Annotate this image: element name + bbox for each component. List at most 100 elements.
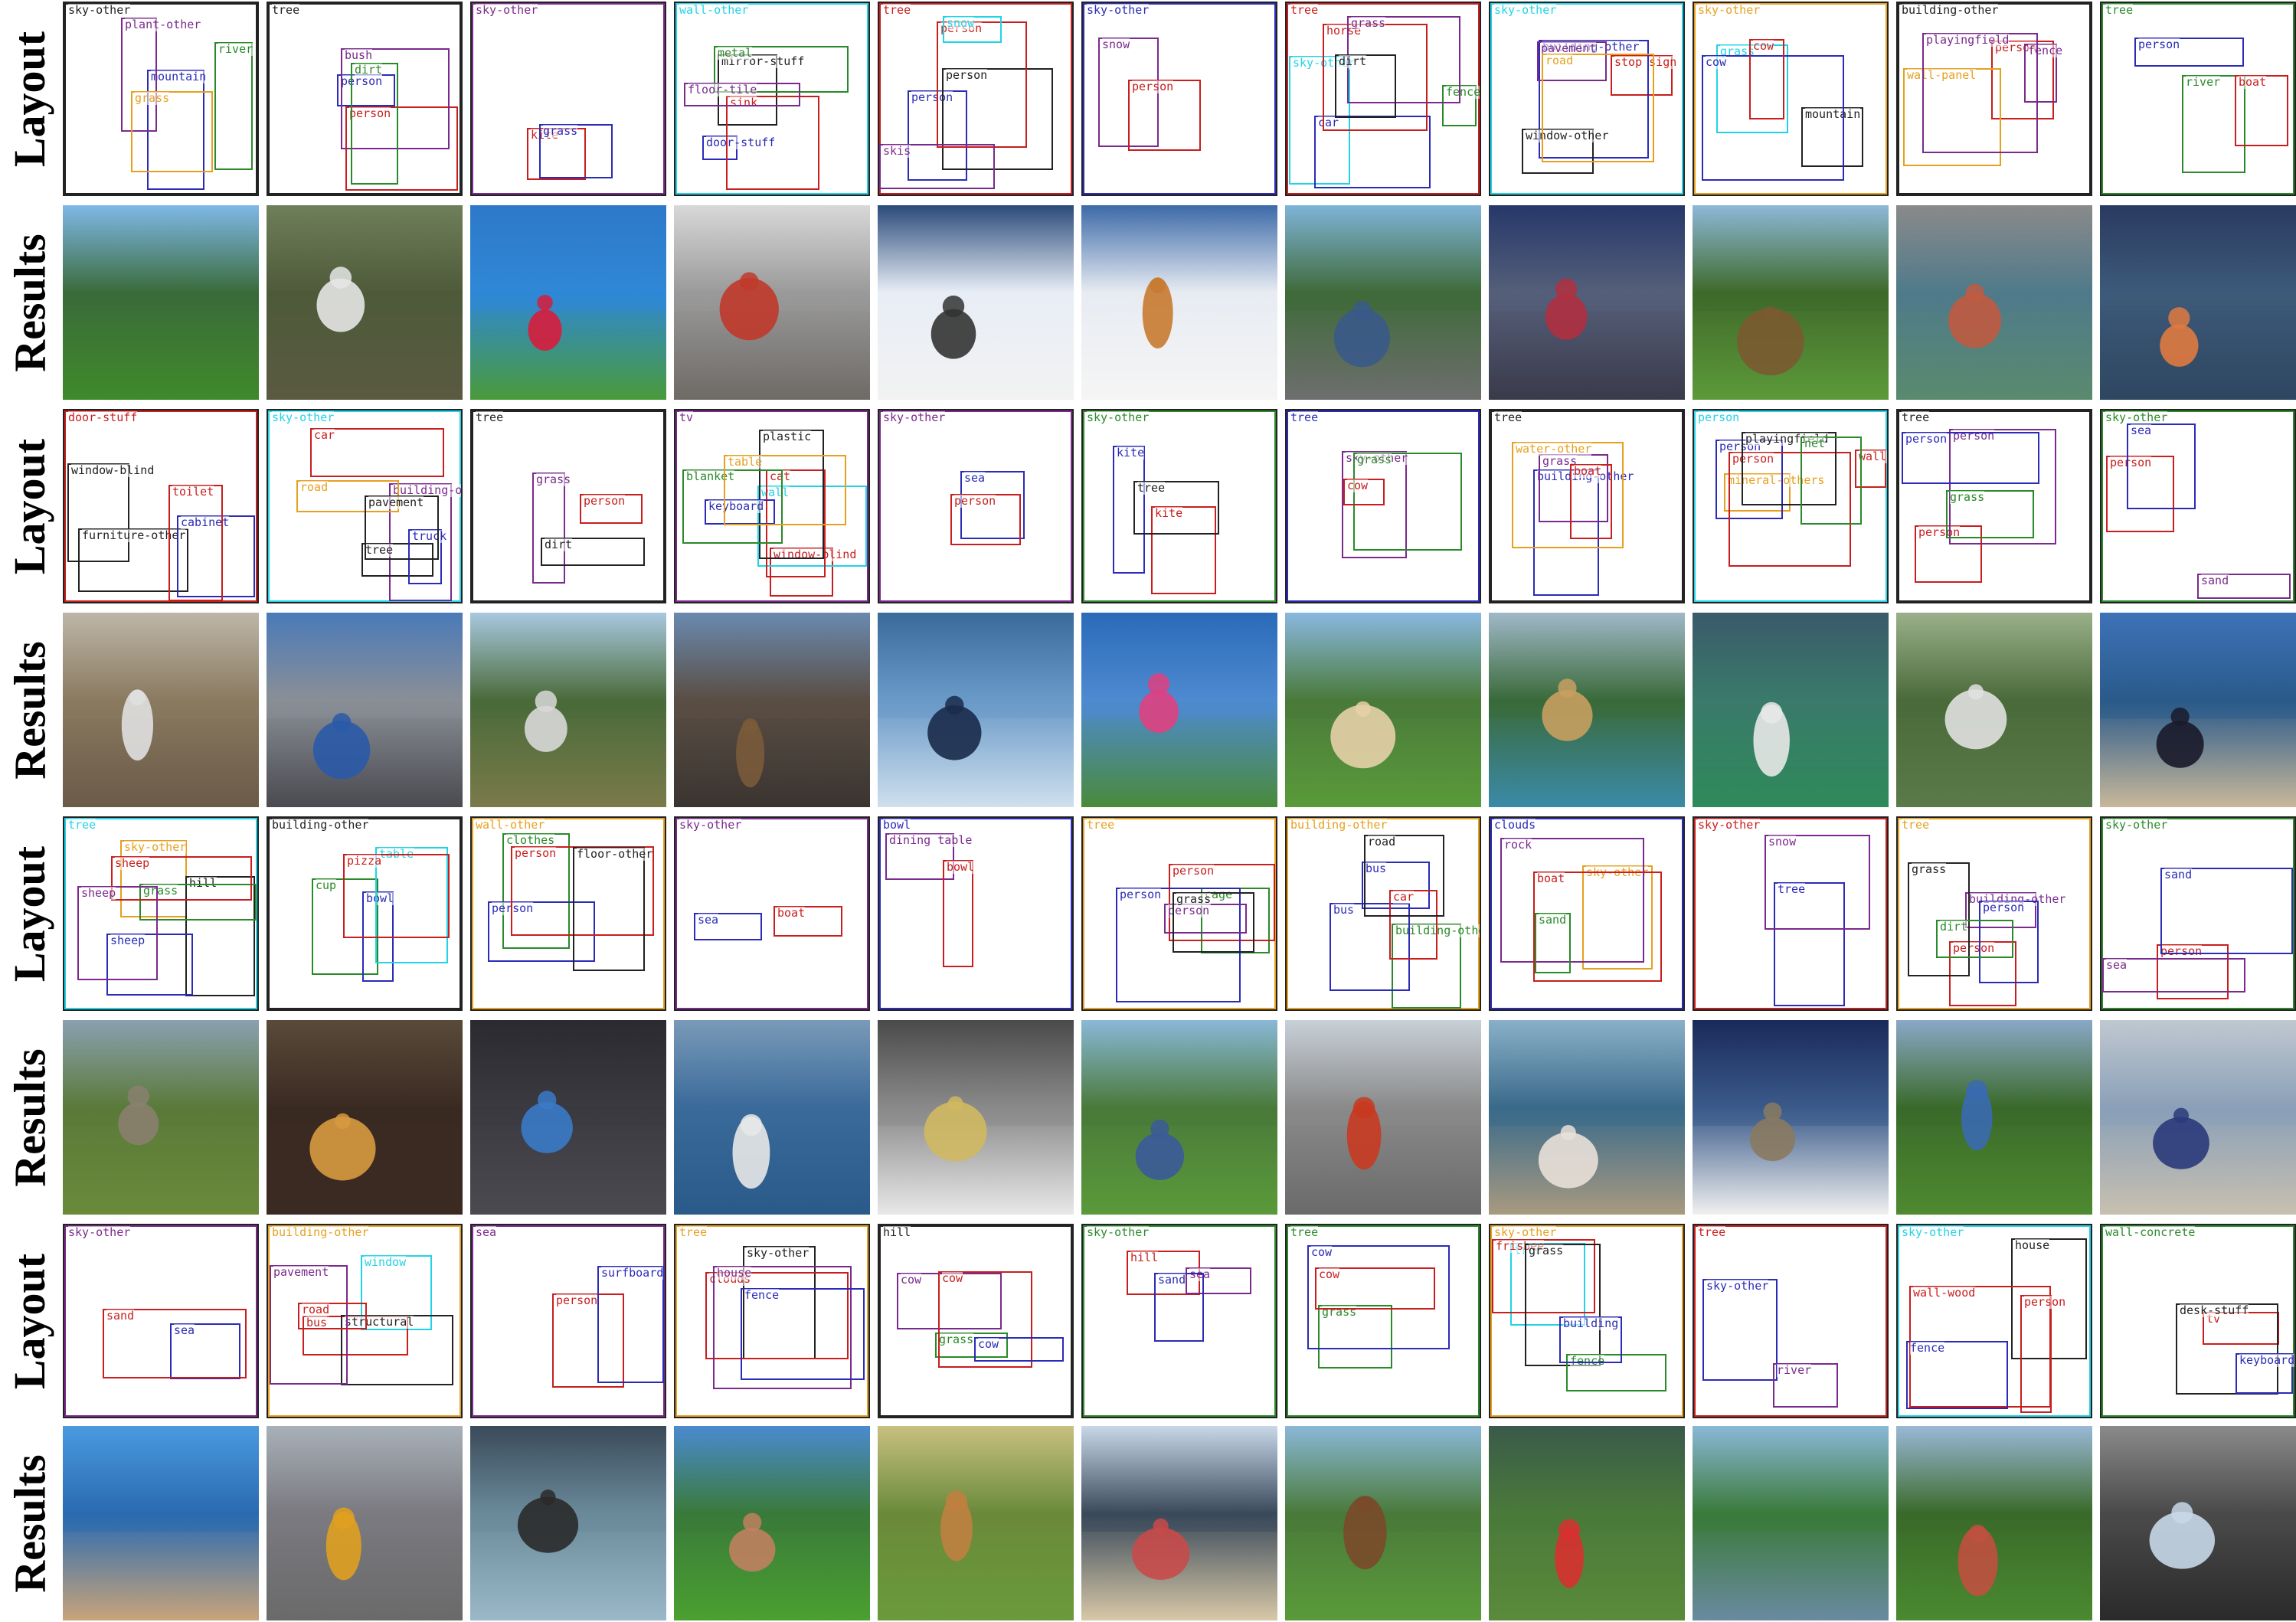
bbox-sky-other: sky-other bbox=[1694, 818, 1887, 1009]
bbox-sea: sea bbox=[2102, 958, 2245, 992]
photo-subject-detail bbox=[1762, 306, 1779, 322]
result-image bbox=[2100, 1020, 2296, 1215]
photo-background bbox=[1285, 613, 1481, 807]
bbox-river: river bbox=[214, 42, 253, 170]
bbox-furniture-other: furniture-other bbox=[78, 528, 188, 592]
layout-cell: tree grass cow cow bbox=[1285, 1224, 1481, 1418]
bbox-grass: grass bbox=[1353, 453, 1462, 551]
bbox-tree: tree bbox=[472, 410, 665, 602]
photo-background bbox=[63, 1426, 259, 1620]
bbox-label: person bbox=[349, 106, 391, 120]
bbox-road: road bbox=[1364, 835, 1444, 917]
bbox-person: person bbox=[1116, 888, 1241, 1002]
bbox-label: wall-other bbox=[1859, 450, 1887, 463]
bbox-tree: tree bbox=[879, 3, 1072, 195]
photo-subject bbox=[325, 1511, 361, 1581]
layout-cell: sky-other kite kite tree bbox=[1081, 409, 1277, 603]
bbox-person: person bbox=[488, 901, 595, 962]
bbox-label: bus bbox=[306, 1316, 328, 1329]
photo-horizon bbox=[1693, 291, 1889, 311]
bbox-cow: cow bbox=[1702, 55, 1844, 181]
generated-photo bbox=[1693, 205, 1889, 400]
photo-subject-detail bbox=[2171, 1502, 2193, 1524]
photo-background bbox=[1896, 1020, 2092, 1215]
photo-subject-detail bbox=[1356, 1496, 1375, 1515]
bbox-car: car bbox=[1389, 890, 1437, 960]
bbox-label: grass bbox=[939, 1333, 974, 1346]
bbox-sky-other: sky-other bbox=[1694, 3, 1887, 195]
photo-subject-detail bbox=[129, 689, 146, 706]
layout-cell: tree building-other person grass person dirt bbox=[1896, 816, 2092, 1011]
row-label-results: Results bbox=[0, 205, 60, 400]
photo-background bbox=[267, 613, 463, 807]
bbox-person: person bbox=[2134, 38, 2244, 67]
bbox-label: hill bbox=[1130, 1251, 1159, 1264]
bbox-label: tree bbox=[1494, 410, 1522, 424]
bbox-building: building bbox=[1559, 1316, 1622, 1363]
layout-cell: building-other cup bowl table pizza bbox=[267, 816, 463, 1011]
bbox-label: bush bbox=[345, 48, 373, 62]
bbox-sea: sea bbox=[472, 1225, 665, 1417]
bbox-label: sand bbox=[2164, 868, 2193, 881]
bbox-label: kite bbox=[1155, 506, 1183, 520]
result-image bbox=[2100, 205, 2296, 400]
photo-horizon bbox=[1489, 291, 1685, 311]
photo-horizon bbox=[878, 698, 1074, 718]
generated-photo bbox=[1489, 1020, 1685, 1215]
bbox-label: mineral-others bbox=[1728, 473, 1825, 487]
bbox-label: tree bbox=[476, 410, 504, 424]
bbox-sky-other: sky-other bbox=[472, 3, 665, 195]
bbox-sky-other: sky-other bbox=[1490, 3, 1683, 195]
bbox-tree: tree bbox=[1133, 481, 1219, 535]
bbox-label: bowl bbox=[947, 860, 975, 874]
bbox-label: cow bbox=[901, 1273, 922, 1287]
bbox-label: pavement bbox=[273, 1265, 329, 1279]
bbox-label: sea bbox=[2106, 958, 2128, 972]
photo-subject bbox=[736, 720, 765, 788]
bbox-tree: tree bbox=[2101, 3, 2294, 195]
bbox-pavement: pavement bbox=[365, 495, 439, 560]
photo-subject bbox=[524, 705, 567, 752]
bbox-label: net bbox=[1804, 437, 1826, 450]
layout-cell: sky-other hill sea sand bbox=[1081, 1224, 1277, 1418]
bbox-clouds: clouds bbox=[1490, 818, 1683, 1009]
photo-horizon bbox=[1896, 1106, 2092, 1126]
bbox-label: water-other bbox=[1516, 442, 1592, 456]
layout-cell: tree person grass dirt bbox=[470, 409, 666, 603]
bbox-door-stuff: door-stuff bbox=[64, 410, 257, 602]
row-label-results: Results bbox=[0, 1020, 60, 1215]
bbox-label: sheep bbox=[115, 856, 150, 870]
photo-background bbox=[1489, 205, 1685, 400]
photo-subject bbox=[732, 1116, 770, 1189]
bbox-car: car bbox=[310, 428, 444, 477]
bbox-tree: tree bbox=[1490, 410, 1683, 602]
bbox-label: river bbox=[218, 42, 253, 56]
photo-subject bbox=[312, 721, 371, 780]
bbox-mountain: mountain bbox=[147, 70, 207, 190]
photo-subject bbox=[719, 277, 779, 341]
result-image bbox=[1693, 1426, 1889, 1620]
bbox-sand: sand bbox=[2160, 868, 2293, 954]
layout-cell: sky-otherbuilding-othertreetruckcarroadp… bbox=[267, 409, 463, 603]
row-label-text: Layout bbox=[5, 845, 55, 982]
bbox-label: skis bbox=[883, 144, 911, 158]
bbox-label: sky-other bbox=[1706, 1279, 1769, 1293]
photo-horizon bbox=[1693, 698, 1889, 718]
bbox-label: grass bbox=[1176, 892, 1212, 906]
layout-cell: sky-other sea person bbox=[878, 409, 1074, 603]
bbox-sky-other: sky-other bbox=[1898, 1225, 2091, 1417]
generated-photo bbox=[878, 613, 1074, 807]
photo-background bbox=[674, 1426, 870, 1620]
bbox-sky-other: sky-other bbox=[1083, 410, 1276, 602]
bbox-rock: rock bbox=[1500, 838, 1644, 963]
layout-cell: sky-other snow person bbox=[1081, 2, 1277, 196]
photo-background bbox=[1081, 613, 1277, 807]
bbox-label: wall-other bbox=[679, 3, 749, 17]
bbox-label: sky-other bbox=[124, 840, 187, 854]
bbox-keyboard: keyboard bbox=[705, 499, 775, 525]
bbox-table: table bbox=[724, 455, 846, 525]
bbox-plant-other: plant-other bbox=[121, 18, 201, 132]
bbox-label: plant-other bbox=[125, 18, 201, 31]
bbox-grass: grass bbox=[532, 473, 571, 584]
layout-cell: sky-other person sea sand bbox=[2100, 816, 2296, 1011]
